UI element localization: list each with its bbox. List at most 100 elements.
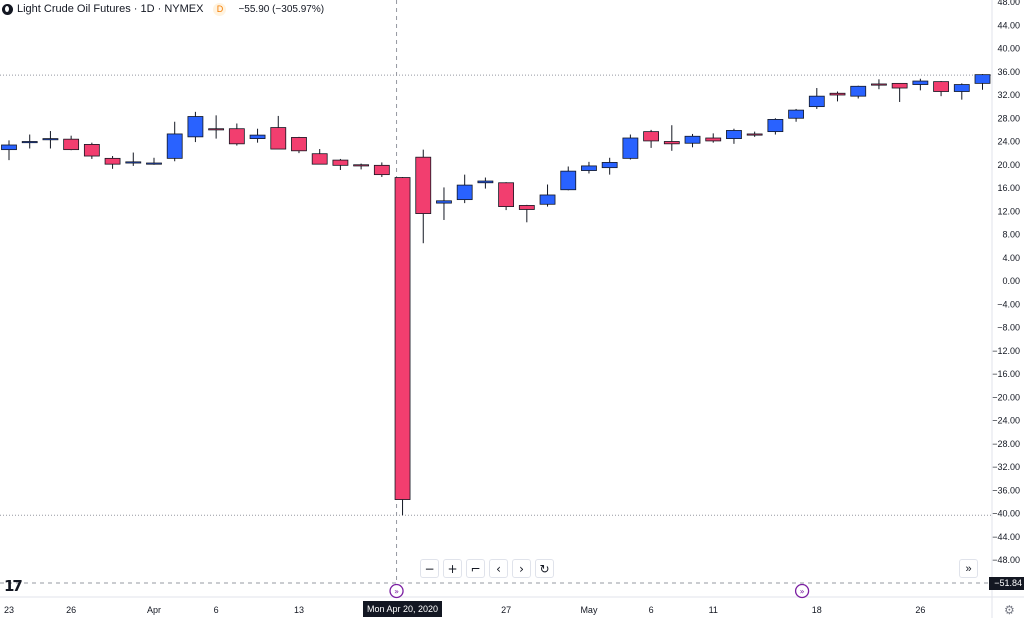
candle[interactable] <box>146 157 162 165</box>
candle[interactable] <box>42 131 59 149</box>
chart-zoom-toolbar: − + ⌐ ‹ › ↻ <box>420 559 554 578</box>
candle[interactable] <box>270 115 287 150</box>
candle[interactable] <box>912 78 929 91</box>
go-to-realtime-button[interactable]: » <box>959 559 978 578</box>
candle[interactable] <box>477 177 494 189</box>
candle[interactable] <box>829 91 846 102</box>
candle[interactable] <box>974 74 991 90</box>
candle[interactable] <box>746 131 763 137</box>
candle-body <box>663 141 680 145</box>
candle[interactable] <box>767 118 784 135</box>
y-tick-label: 36.00 <box>997 67 1020 77</box>
candle[interactable] <box>187 111 204 143</box>
candle-body <box>146 162 162 165</box>
candle-body <box>726 130 742 139</box>
candle[interactable] <box>601 157 618 175</box>
x-tick-label: 23 <box>4 605 14 615</box>
tradingview-logo[interactable]: 17 <box>4 577 23 595</box>
gear-icon[interactable]: ⚙ <box>1004 603 1015 617</box>
candle[interactable] <box>456 174 473 204</box>
x-tick-label: 27 <box>501 605 511 615</box>
candle-body <box>850 85 867 97</box>
data-badge[interactable]: D <box>213 2 227 16</box>
candle[interactable] <box>249 128 266 143</box>
zoom-out-button[interactable]: − <box>420 559 439 578</box>
candle[interactable] <box>622 134 639 160</box>
candle-body <box>746 133 763 136</box>
candle[interactable] <box>228 123 245 146</box>
y-tick-label: 12.00 <box>997 206 1020 216</box>
candle-body <box>974 74 991 84</box>
reset-scale-button[interactable]: ⌐ <box>466 559 485 578</box>
candle[interactable] <box>291 136 307 154</box>
candle[interactable] <box>953 83 970 100</box>
y-tick-label: −36.00 <box>992 485 1020 495</box>
candle-body <box>518 205 535 210</box>
candle-body <box>601 162 618 169</box>
candle[interactable] <box>850 85 867 99</box>
candle-body <box>311 153 328 165</box>
candle[interactable] <box>436 187 452 220</box>
x-tick-label: 26 <box>66 605 76 615</box>
scroll-left-button[interactable]: ‹ <box>489 559 508 578</box>
y-tick-label: 48.00 <box>997 0 1020 7</box>
candle[interactable] <box>539 184 556 207</box>
symbol-title[interactable]: Light Crude Oil Futures · 1D · NYMEX <box>17 3 204 15</box>
candle[interactable] <box>891 82 908 102</box>
candle[interactable] <box>684 133 701 148</box>
candle-body <box>415 156 432 214</box>
candle[interactable] <box>705 133 722 143</box>
symbol-logo-icon <box>2 3 13 15</box>
candle[interactable] <box>788 108 804 122</box>
candle[interactable] <box>581 161 597 174</box>
crosshair-price-label: −51.84 <box>989 577 1024 590</box>
candle[interactable] <box>21 134 38 149</box>
candle[interactable] <box>125 152 142 166</box>
candle[interactable] <box>726 128 742 144</box>
candle[interactable] <box>808 88 825 109</box>
candle[interactable] <box>332 158 349 170</box>
candle[interactable] <box>498 182 515 211</box>
candle[interactable] <box>311 149 328 165</box>
candle-body <box>187 116 204 138</box>
candle[interactable] <box>353 163 370 170</box>
event-marker-icon[interactable]: » <box>794 583 810 599</box>
svg-text:»: » <box>800 587 805 596</box>
candle[interactable] <box>83 142 100 159</box>
candle-body <box>705 137 722 142</box>
candle[interactable] <box>63 135 80 151</box>
candle[interactable] <box>394 176 411 516</box>
candle[interactable] <box>415 149 432 244</box>
candle[interactable] <box>166 121 183 162</box>
candle[interactable] <box>560 166 577 191</box>
candle[interactable] <box>373 162 390 177</box>
x-tick-label: 6 <box>649 605 654 615</box>
candle-body <box>808 95 825 108</box>
candle-body <box>270 127 287 150</box>
y-tick-label: 44.00 <box>997 20 1020 30</box>
candle[interactable] <box>663 125 680 151</box>
crosshair-date-label: Mon Apr 20, 2020 <box>363 601 442 617</box>
candle[interactable] <box>208 115 225 139</box>
candle[interactable] <box>871 79 887 90</box>
candle-body <box>394 177 411 500</box>
reset-chart-button[interactable]: ↻ <box>535 559 554 578</box>
x-tick-label: 18 <box>812 605 822 615</box>
y-tick-label: −48.00 <box>992 555 1020 565</box>
candle-body <box>208 128 225 131</box>
candle[interactable] <box>933 81 949 97</box>
candle[interactable] <box>643 129 659 148</box>
zoom-in-button[interactable]: + <box>443 559 462 578</box>
y-tick-label: −8.00 <box>997 323 1020 333</box>
y-tick-label: −44.00 <box>992 532 1020 542</box>
candle[interactable] <box>1 140 17 161</box>
scroll-right-button[interactable]: › <box>512 559 531 578</box>
y-tick-label: −24.00 <box>992 416 1020 426</box>
candle[interactable] <box>518 204 535 223</box>
y-tick-label: 32.00 <box>997 90 1020 100</box>
candle[interactable] <box>104 156 121 169</box>
event-marker-icon[interactable]: » <box>389 583 404 599</box>
y-tick-label: 8.00 <box>1002 230 1020 240</box>
candle-body <box>643 131 659 142</box>
